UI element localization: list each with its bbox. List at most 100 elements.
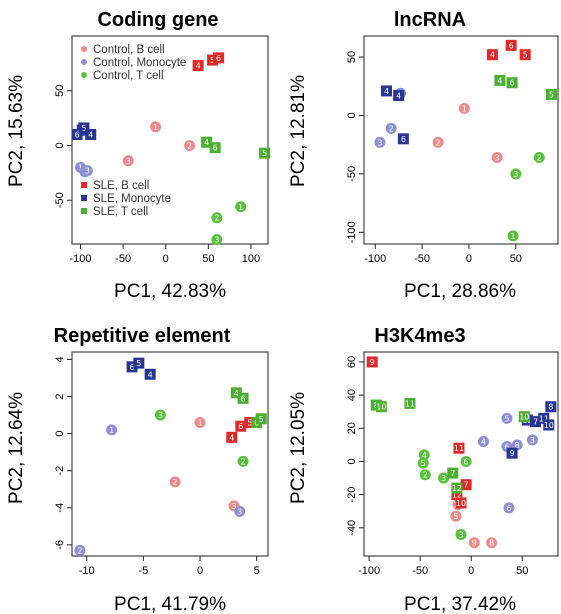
point-circle	[526, 434, 538, 446]
data-point: 5	[519, 49, 531, 61]
data-point: 4	[486, 49, 498, 61]
point-label: 5	[421, 459, 426, 468]
point-circle	[418, 449, 430, 461]
data-point: 7	[530, 416, 542, 428]
y-tick-label: -100	[346, 221, 358, 243]
point-label: 5	[262, 149, 267, 158]
point-circle	[438, 472, 450, 484]
point-circle	[194, 416, 206, 428]
point-label: 5	[210, 56, 215, 65]
data-point: 4	[192, 60, 204, 72]
point-label: 4	[422, 451, 427, 460]
point-label: 10	[544, 421, 554, 430]
point-label: 3	[231, 502, 236, 511]
legend-label: SLE, T cell	[93, 206, 148, 218]
data-point: 2	[237, 455, 249, 467]
x-tick-label: -50	[115, 253, 131, 265]
data-point: 3	[526, 434, 538, 446]
data-point: 2	[74, 544, 86, 556]
point-square	[543, 419, 555, 431]
data-point: 2	[184, 139, 196, 151]
point-label: 2	[389, 124, 394, 133]
y-tick-label: 2	[54, 393, 66, 399]
panel-h3k4me3: H3K4me3 PC1, 37.42% PC2, 12.05%	[288, 325, 516, 614]
point-label: 5	[504, 414, 509, 423]
data-point: 5	[133, 357, 145, 369]
point-circle	[74, 544, 86, 556]
point-label: 6	[216, 54, 221, 63]
point-square	[213, 52, 225, 64]
x-axis-label: PC1, 41.79%	[114, 594, 226, 614]
x-tick-label: -100	[358, 565, 380, 577]
x-axis-label: PC1, 37.42%	[404, 594, 516, 614]
point-circle	[106, 424, 118, 436]
data-point: 12	[451, 489, 463, 501]
point-label: 4	[148, 370, 153, 379]
data-point: 2	[211, 212, 223, 224]
point-label: 2	[537, 154, 542, 163]
point-label: 7	[450, 469, 455, 478]
point-label: 3	[237, 507, 242, 516]
point-label: 10	[376, 403, 386, 412]
point-label: 2	[77, 546, 82, 555]
point-square	[518, 411, 530, 423]
point-label: 6	[241, 394, 246, 403]
point-circle	[154, 409, 166, 421]
legend-label: Control, Monocyte	[93, 57, 186, 69]
point-label: 3	[214, 236, 219, 245]
point-circle	[458, 102, 470, 114]
point-circle	[419, 469, 431, 481]
legend-swatch-control-mono	[81, 59, 87, 65]
point-square	[538, 412, 550, 424]
point-label: 5	[81, 124, 86, 133]
legend-label: Control, B cell	[93, 44, 165, 56]
y-axis-label: PC2, 12.05%	[288, 392, 309, 504]
point-label: 6	[509, 41, 514, 50]
y-tick-label: -6	[54, 540, 66, 550]
point-circle	[122, 155, 134, 167]
point-label: 8	[548, 403, 553, 412]
y-tick-label: -2	[54, 466, 66, 476]
point-label: 5	[259, 415, 264, 424]
point-label: 6	[75, 131, 80, 140]
y-tick-label: 20	[346, 422, 358, 434]
point-label: 1	[462, 104, 467, 113]
point-label: 1	[238, 203, 243, 212]
point-label: 11	[405, 399, 415, 408]
y-tick-label: 0	[54, 142, 66, 148]
point-label: 4	[88, 131, 93, 140]
data-point: 6	[503, 502, 515, 514]
data-point: 5	[501, 412, 513, 424]
point-label: 4	[234, 389, 239, 398]
point-square	[380, 85, 392, 97]
x-tick-label: -100	[364, 253, 386, 265]
data-point: 4	[477, 436, 489, 448]
data-point: 7	[447, 467, 459, 479]
point-square	[506, 447, 518, 459]
x-tick-label: 5	[254, 565, 260, 577]
data-point: 8	[511, 439, 523, 451]
data-point: 4	[201, 136, 213, 148]
point-circle	[486, 537, 498, 549]
point-square	[545, 88, 557, 100]
x-tick-label: 50	[510, 253, 522, 265]
point-square	[393, 90, 405, 102]
point-label: 4	[481, 438, 486, 447]
point-square	[455, 497, 467, 509]
data-point: 4	[418, 449, 430, 461]
point-label: 5	[523, 51, 528, 60]
point-label: 5	[453, 512, 458, 521]
point-circle	[374, 136, 386, 148]
point-label: 4	[229, 433, 234, 442]
point-label: 1	[197, 418, 202, 427]
panel-coding-gene: Coding gene PC1, 42.83% PC2, 15.63%	[6, 9, 226, 302]
plot-frame	[71, 351, 269, 557]
point-circle	[510, 168, 522, 180]
point-square	[207, 54, 219, 66]
point-label: 3	[458, 530, 463, 539]
data-point: 10	[543, 419, 555, 431]
y-tick-label: 50	[54, 85, 66, 97]
point-label: 1	[78, 163, 83, 172]
point-square	[230, 387, 242, 399]
data-point: 8	[486, 537, 498, 549]
